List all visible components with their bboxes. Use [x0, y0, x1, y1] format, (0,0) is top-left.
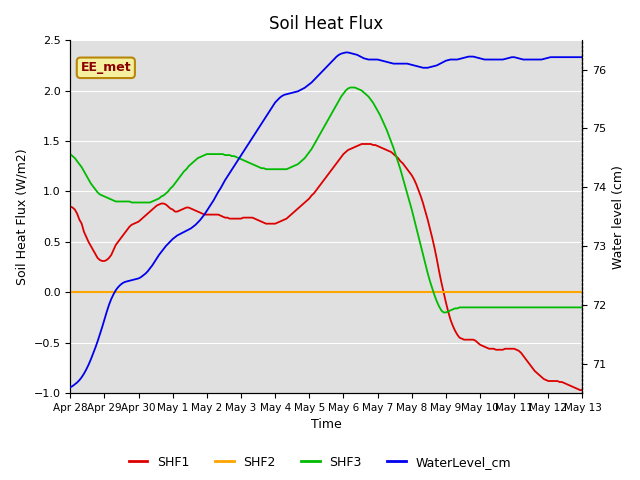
Y-axis label: Soil Heat Flux (W/m2): Soil Heat Flux (W/m2) [15, 148, 28, 285]
X-axis label: Time: Time [311, 419, 342, 432]
Text: EE_met: EE_met [81, 61, 131, 74]
Y-axis label: Water level (cm): Water level (cm) [612, 165, 625, 268]
Title: Soil Heat Flux: Soil Heat Flux [269, 15, 383, 33]
Legend: SHF1, SHF2, SHF3, WaterLevel_cm: SHF1, SHF2, SHF3, WaterLevel_cm [124, 451, 516, 474]
